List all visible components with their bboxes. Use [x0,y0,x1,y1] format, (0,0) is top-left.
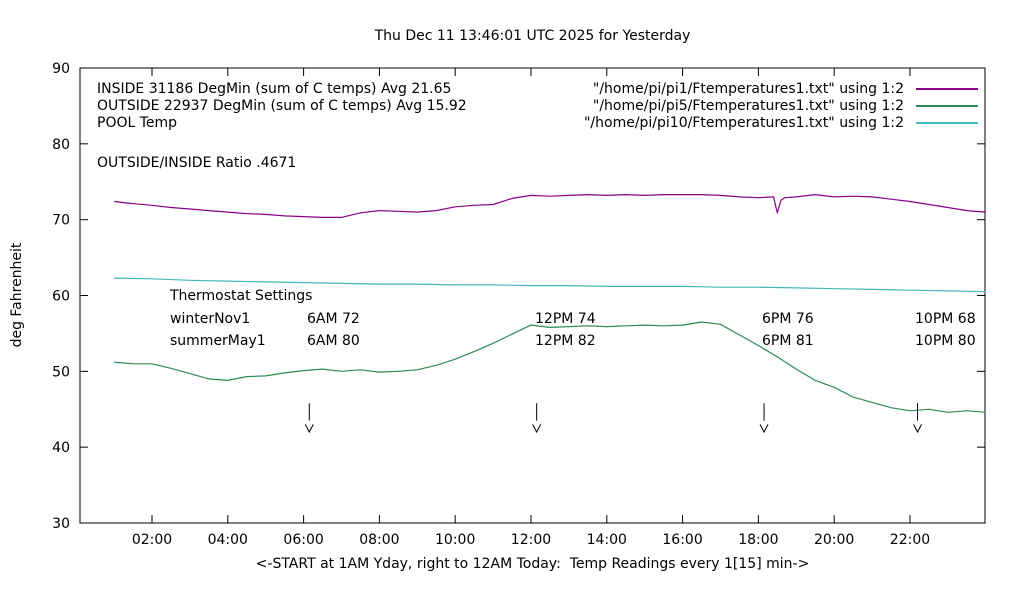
x-tick-label: 02:00 [132,532,172,548]
x-tick-label: 16:00 [662,532,702,548]
y-tick-label: 50 [52,364,70,380]
y-tick-label: 40 [52,440,70,456]
x-axis-label: <-START at 1AM Yday, right to 12AM Today… [255,556,810,572]
series-line-inside [114,194,986,218]
legend-row-pool: POOL Temp "/home/pi/pi10/Ftemperatures1.… [97,114,978,131]
y-axis-label: deg Fahrenheit [9,242,25,348]
thermostat-cell: 12PM 74 [535,311,596,327]
thermostat-cell: 12PM 82 [535,333,596,349]
y-tick-label: 80 [52,137,70,153]
x-tick-label: 20:00 [814,532,854,548]
thermostat-cell: 6AM 80 [307,333,360,349]
legend-label-outside: OUTSIDE 22937 DegMin (sum of C temps) Av… [97,97,467,114]
thermostat-cell: 10PM 68 [915,311,976,327]
y-tick-label: 30 [52,516,70,532]
x-tick-label: 04:00 [208,532,248,548]
x-tick-label: 08:00 [359,532,399,548]
chart-title: Thu Dec 11 13:46:01 UTC 2025 for Yesterd… [374,28,691,44]
arrow-head [759,424,769,434]
y-tick-label: 90 [52,61,70,77]
legend-row-inside: INSIDE 31186 DegMin (sum of C temps) Avg… [97,80,978,97]
legend-file-outside: "/home/pi/pi5/Ftemperatures1.txt" using … [592,97,904,114]
x-tick-label: 10:00 [435,532,475,548]
legend-label-pool: POOL Temp [97,114,178,131]
thermostat-cell: 10PM 80 [915,333,976,349]
outside-inside-ratio: OUTSIDE/INSIDE Ratio .4671 [97,155,297,171]
legend-file-pool: "/home/pi/pi10/Ftemperatures1.txt" using… [583,114,904,131]
legend-line-sample-inside [916,87,978,90]
y-tick-label: 70 [52,213,70,229]
x-tick-label: 14:00 [587,532,627,548]
legend-line-sample-pool [916,121,978,124]
series-line-outside [114,321,986,413]
y-tick-label: 60 [52,289,70,305]
thermostat-cell: winterNov1 [170,311,251,327]
x-tick-label: 12:00 [511,532,551,548]
arrow-head [913,424,922,434]
legend-label-inside: INSIDE 31186 DegMin (sum of C temps) Avg… [97,80,452,97]
arrow-head [304,424,314,434]
x-tick-label: 18:00 [738,532,778,548]
thermostat-heading: Thermostat Settings [170,288,313,304]
series-line-pool [114,277,986,293]
legend-row-outside: OUTSIDE 22937 DegMin (sum of C temps) Av… [97,97,978,114]
thermostat-cell: 6AM 72 [307,311,360,327]
arrow-head [532,424,542,434]
x-tick-label: 22:00 [890,532,930,548]
thermostat-cell: 6PM 76 [762,311,814,327]
thermostat-cell: summerMay1 [170,333,266,349]
x-tick-label: 06:00 [283,532,323,548]
thermostat-cell: 6PM 81 [762,333,814,349]
legend-file-inside: "/home/pi/pi1/Ftemperatures1.txt" using … [592,80,904,97]
legend-line-sample-outside [916,104,978,107]
